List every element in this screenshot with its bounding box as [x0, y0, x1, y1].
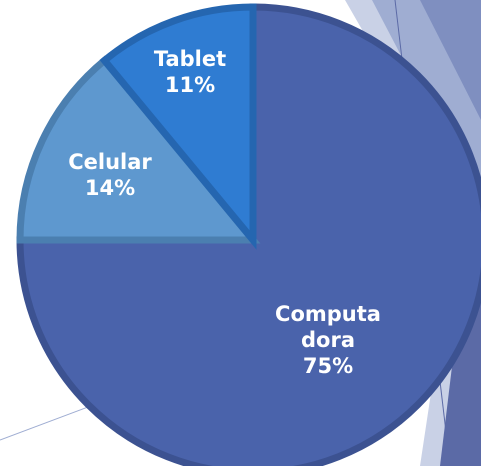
pie-slice [16, 55, 261, 244]
category-label: Celular [68, 150, 152, 174]
pie [16, 3, 481, 466]
pie-slice [16, 3, 481, 466]
value-label: 11% [164, 73, 216, 97]
category-label: Tablet [153, 47, 227, 71]
value-label: 75% [302, 354, 354, 378]
value-label: 14% [84, 176, 136, 200]
data-label: Tablet 11% [140, 46, 240, 98]
category-label: Computadora [275, 302, 381, 352]
data-label: Celular 14% [60, 149, 160, 201]
data-label: Computadora 75% [268, 301, 388, 379]
pie-slice [99, 3, 257, 250]
decor-shape [420, 0, 481, 120]
